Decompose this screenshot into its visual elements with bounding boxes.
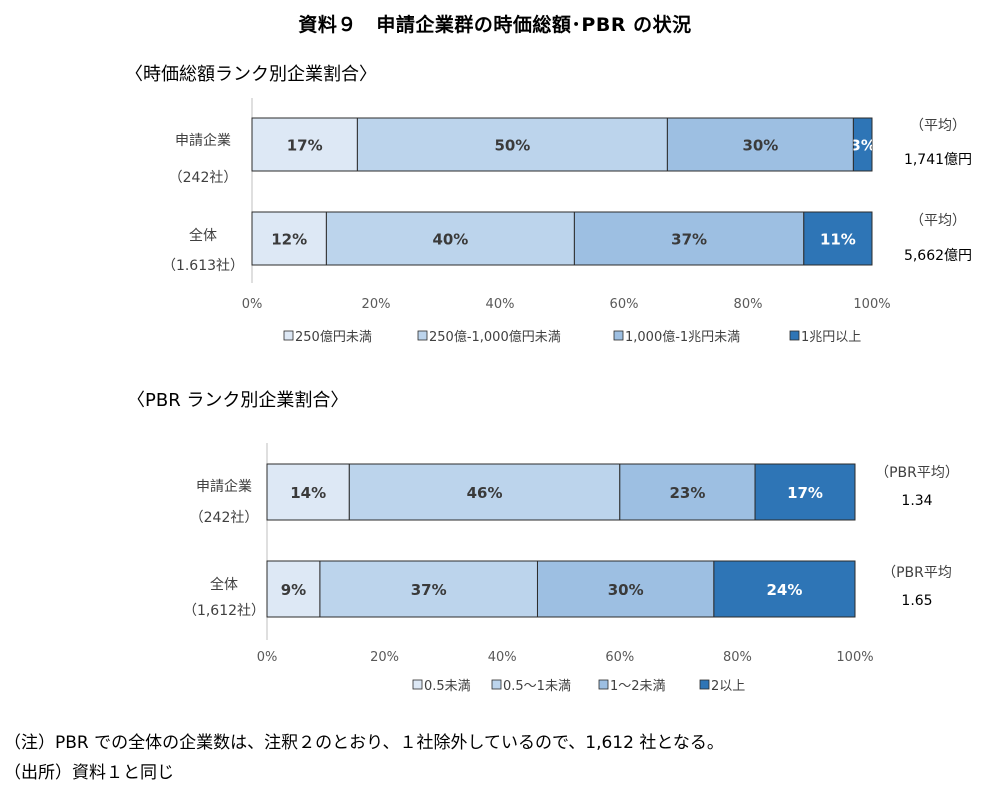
footnote-note: （注）PBR での全体の企業数は、注釈２のとおり、１社除外しているので、1,61…: [4, 733, 724, 753]
market-cap-chart-title: 〈時価総額ランク別企業割合〉: [125, 64, 377, 85]
bar-data-label: 46%: [467, 484, 503, 502]
category-count-label: （1.613社）: [162, 258, 244, 274]
legend-label: 0.5～1未満: [503, 679, 571, 694]
legend-swatch: [613, 330, 624, 341]
footnote-source: （出所）資料１と同じ: [4, 763, 174, 783]
bar-segment: [666, 117, 854, 172]
x-tick-label: 20%: [370, 650, 399, 665]
x-tick-label: 80%: [734, 297, 763, 312]
bar-segment: [356, 117, 668, 172]
bar-segment: [536, 560, 715, 618]
x-tick-label: 80%: [723, 650, 752, 665]
x-tick-label: 40%: [488, 650, 517, 665]
average-annotation-label: （平均）: [910, 213, 966, 229]
legend-label: 1,000億-1兆円未満: [625, 329, 740, 345]
category-count-label: （242社）: [190, 510, 259, 526]
bar-segment: [852, 117, 873, 172]
category-label: 全体: [189, 227, 217, 244]
legend-swatch: [412, 679, 423, 690]
legend-label: 0.5未満: [424, 679, 471, 694]
bar-data-label: 9%: [281, 581, 306, 599]
bar-data-label: 40%: [432, 231, 468, 249]
legend-label: 2以上: [711, 679, 745, 694]
average-annotation-value: 1.34: [901, 493, 932, 509]
category-count-label: （1,612社）: [183, 603, 265, 619]
bar-data-label: 37%: [411, 581, 447, 599]
bar-segment: [251, 117, 358, 172]
bar-data-label: 11%: [820, 231, 856, 249]
average-annotation-value: 1,741億円: [904, 152, 972, 168]
bar-data-label: 3%: [850, 137, 875, 155]
bar-segment: [573, 211, 805, 266]
bar-segment: [348, 463, 621, 521]
bar-data-label: 17%: [287, 137, 323, 155]
bar-segment: [619, 463, 756, 521]
legend-label: 1～2未満: [610, 679, 666, 694]
legend-swatch: [283, 330, 294, 341]
average-annotation-value: 5,662億円: [904, 248, 972, 264]
x-tick-label: 100%: [853, 297, 890, 312]
legend-label: 1兆円以上: [801, 330, 861, 345]
x-tick-label: 0%: [242, 297, 263, 312]
bar-segment: [713, 560, 856, 618]
legend-swatch: [789, 330, 800, 341]
bar-data-label: 30%: [742, 137, 778, 155]
x-tick-label: 60%: [605, 650, 634, 665]
bar-data-label: 37%: [671, 231, 707, 249]
average-annotation-value: 1.65: [901, 593, 932, 609]
category-label: 全体: [210, 576, 238, 593]
legend-label: 250億-1,000億円未満: [429, 329, 561, 345]
pbr-chart-title: 〈PBR ランク別企業割合〉: [127, 390, 349, 411]
bar-segment: [803, 211, 873, 266]
category-label: 申請企業: [196, 478, 252, 495]
page-title: 資料９ 申請企業群の時価総額･PBR の状況: [298, 14, 692, 36]
bar-segment: [266, 560, 321, 618]
legend-swatch: [699, 679, 710, 690]
bar-data-label: 24%: [766, 581, 802, 599]
bar-data-label: 23%: [669, 484, 705, 502]
x-tick-label: 100%: [836, 650, 873, 665]
x-tick-label: 20%: [362, 297, 391, 312]
average-annotation-label: （PBR平均）: [875, 465, 959, 481]
average-annotation-label: （PBR平均: [882, 565, 952, 581]
category-count-label: （242社）: [169, 170, 238, 186]
x-tick-label: 0%: [257, 650, 278, 665]
x-tick-label: 60%: [610, 297, 639, 312]
bar-segment: [319, 560, 538, 618]
bar-segment: [266, 463, 350, 521]
category-label: 申請企業: [175, 132, 231, 149]
bar-segment: [754, 463, 856, 521]
bar-data-label: 12%: [271, 231, 307, 249]
legend-swatch: [491, 679, 502, 690]
legend-label: 250億円未満: [295, 329, 372, 345]
x-tick-label: 40%: [486, 297, 515, 312]
bar-data-label: 30%: [608, 581, 644, 599]
bar-data-label: 14%: [290, 484, 326, 502]
legend-swatch: [417, 330, 428, 341]
bar-data-label: 17%: [787, 484, 823, 502]
average-annotation-label: （平均）: [910, 118, 966, 134]
legend-swatch: [598, 679, 609, 690]
bar-data-label: 50%: [494, 137, 530, 155]
